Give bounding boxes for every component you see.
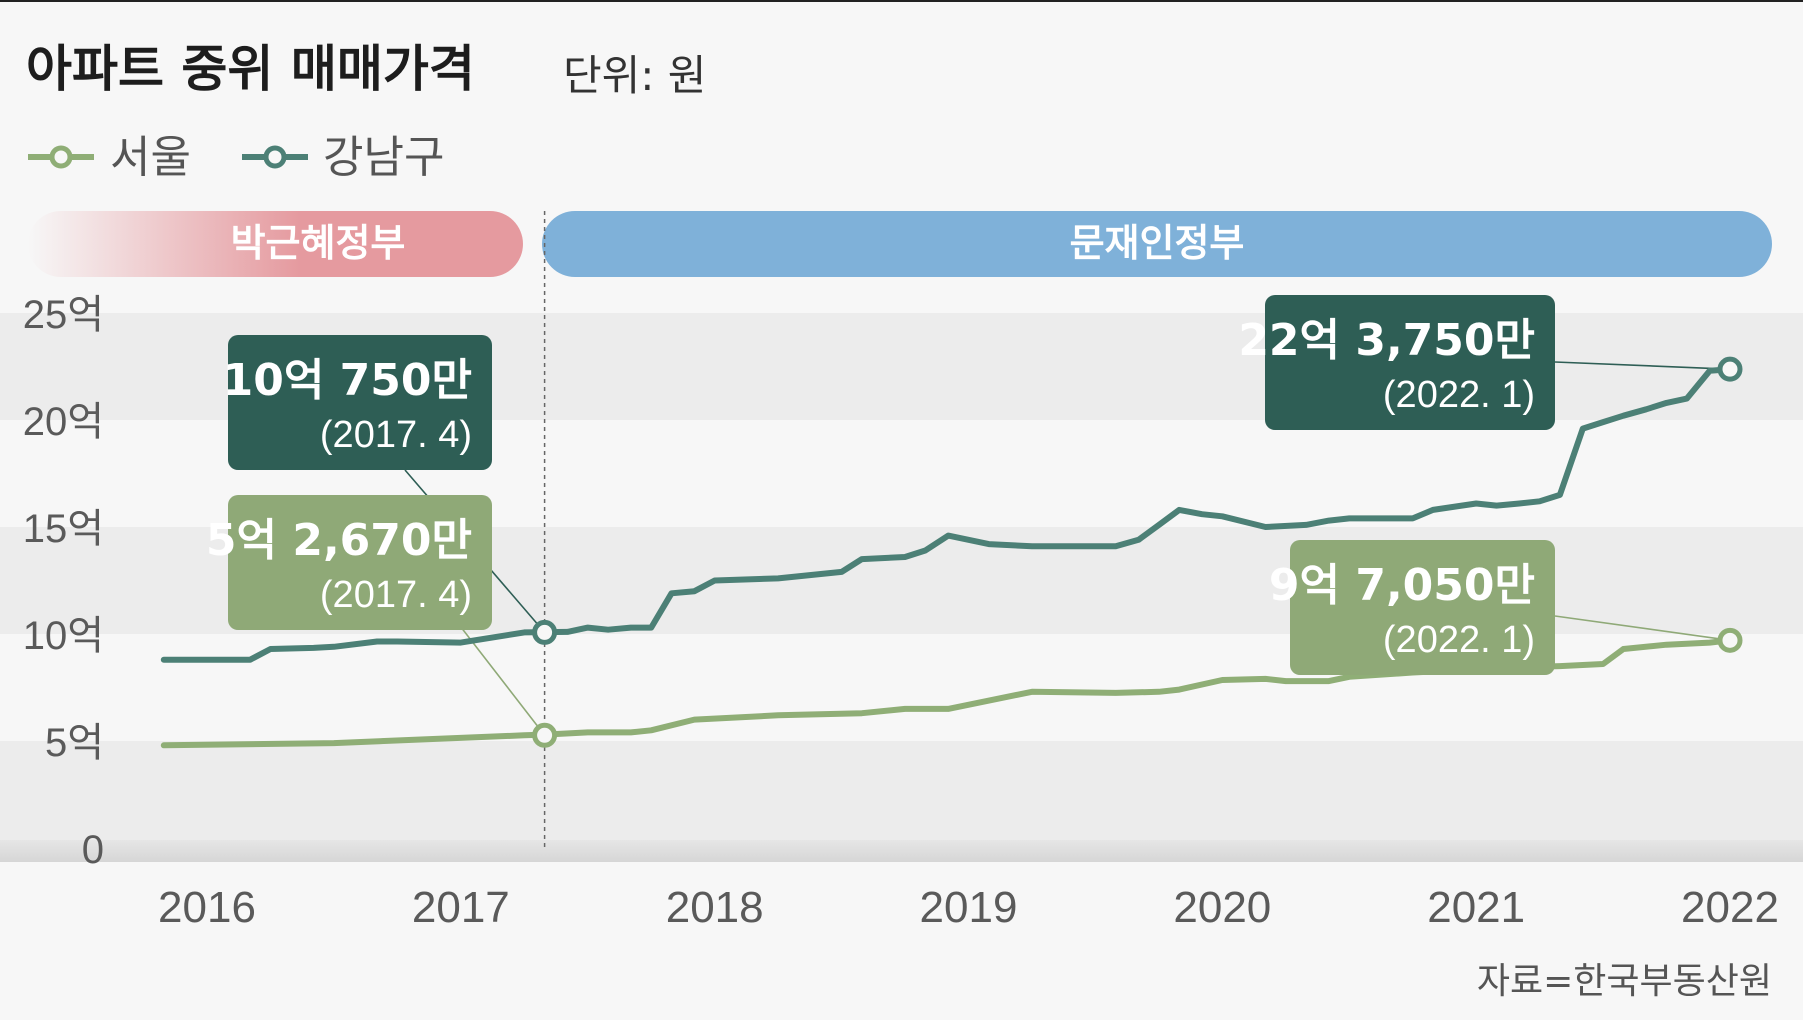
unit-label: 단위: 원 bbox=[563, 51, 706, 100]
y-tick-label: 5억 bbox=[45, 721, 104, 765]
x-tick-label: 2016 bbox=[158, 883, 256, 932]
source-note: 자료=한국부동산원 bbox=[1477, 961, 1772, 1002]
callout-box: 5억 2,670만 (2017. 4) bbox=[206, 495, 492, 630]
y-tick-label: 25억 bbox=[23, 293, 104, 337]
legend-item-seoul: 서울 bbox=[28, 132, 191, 183]
y-tick-label: 0 bbox=[82, 828, 104, 872]
data-point-marker bbox=[532, 619, 558, 645]
series-line-gangnam bbox=[160, 366, 1733, 663]
era-banner-park bbox=[28, 211, 523, 277]
data-markers bbox=[532, 356, 1743, 748]
era-label-moon: 문재인정부 bbox=[1070, 221, 1245, 265]
legend-item-gangnam: 강남구 bbox=[242, 132, 444, 183]
legend-marker-gangnam-icon bbox=[263, 145, 287, 169]
era-banner-moon bbox=[542, 211, 1772, 277]
callout-value: 9억 7,050만 bbox=[1269, 560, 1535, 611]
era-label-park: 박근혜정부 bbox=[231, 221, 406, 265]
callout-value: 10억 750만 bbox=[223, 355, 472, 406]
era-banners: 박근혜정부 문재인정부 bbox=[28, 211, 1772, 277]
y-tick-label: 15억 bbox=[23, 507, 104, 551]
legend-marker-seoul-icon bbox=[49, 145, 73, 169]
callout-date: (2017. 4) bbox=[320, 414, 472, 456]
series-layer bbox=[160, 366, 1733, 749]
x-tick-label: 2020 bbox=[1173, 883, 1271, 932]
y-tick-label: 10억 bbox=[23, 614, 104, 658]
callout-connector bbox=[1554, 615, 1731, 642]
x-tick-label: 2021 bbox=[1427, 883, 1525, 932]
y-tick-label: 20억 bbox=[23, 400, 104, 444]
legend: 서울 강남구 bbox=[28, 132, 444, 183]
baseline-strip bbox=[0, 840, 1803, 862]
callout-value: 5억 2,670만 bbox=[206, 515, 472, 566]
legend-label-seoul: 서울 bbox=[110, 132, 191, 183]
x-tick-label: 2019 bbox=[920, 883, 1018, 932]
callout-box: 22억 3,750만 (2022. 1) bbox=[1238, 295, 1555, 430]
data-point-marker bbox=[532, 722, 558, 748]
data-point-marker bbox=[1717, 627, 1743, 653]
series-line-seoul bbox=[160, 637, 1733, 749]
callout-box-bg bbox=[228, 335, 492, 470]
callouts: 10억 750만 (2017. 4) 5억 2,670만 (2017. 4) 22억 3… bbox=[206, 295, 1555, 675]
callout-box: 10억 750만 (2017. 4) bbox=[223, 335, 492, 470]
callout-box: 9억 7,050만 (2022. 1) bbox=[1269, 540, 1555, 675]
callout-connector bbox=[1554, 361, 1731, 370]
legend-label-gangnam: 강남구 bbox=[323, 132, 444, 183]
x-tick-label: 2017 bbox=[412, 883, 510, 932]
x-tick-label: 2022 bbox=[1681, 883, 1779, 932]
y-axis-ticks: 0 5억 10억 15억 20억 25억 bbox=[23, 293, 104, 872]
callout-date: (2017. 4) bbox=[320, 574, 472, 616]
callout-box-bg bbox=[1265, 295, 1555, 430]
x-axis-ticks: 2016 2017 2018 2019 2020 2021 2022 bbox=[158, 883, 1779, 932]
callout-box-bg bbox=[228, 495, 492, 630]
data-point-marker bbox=[1717, 356, 1743, 382]
chart-title: 아파트 중위 매매가격 bbox=[26, 40, 475, 98]
x-tick-label: 2018 bbox=[666, 883, 764, 932]
callout-value: 22억 3,750만 bbox=[1238, 315, 1535, 366]
callout-date: (2022. 1) bbox=[1383, 374, 1535, 416]
callout-box-bg bbox=[1290, 540, 1555, 675]
grid-band bbox=[0, 741, 1803, 848]
callout-date: (2022. 1) bbox=[1383, 619, 1535, 661]
